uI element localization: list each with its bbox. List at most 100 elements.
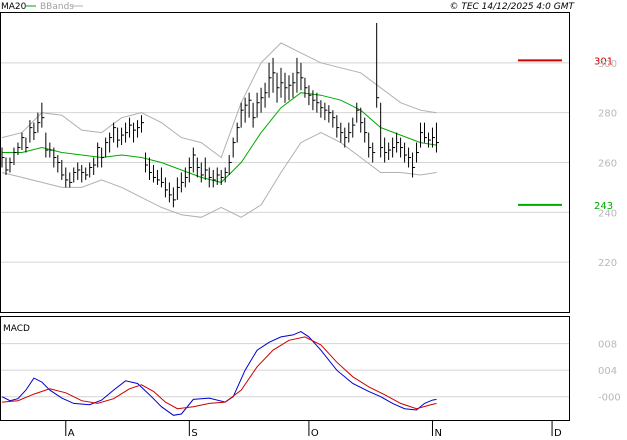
price-bar bbox=[1, 147, 5, 168]
price-bar bbox=[228, 155, 232, 175]
price-bar bbox=[288, 75, 292, 101]
price-bar bbox=[308, 85, 312, 106]
price-bar bbox=[29, 120, 33, 143]
macd-line bbox=[1, 331, 437, 416]
price-bar bbox=[264, 82, 268, 108]
x-tick-label: A bbox=[68, 428, 75, 439]
price-bar bbox=[316, 92, 320, 113]
legend-ma20-label: MA20 bbox=[1, 2, 27, 12]
price-bar bbox=[260, 87, 264, 113]
price-bar bbox=[392, 137, 396, 158]
macd-panel-title: MACD bbox=[3, 324, 30, 334]
price-bar bbox=[121, 127, 125, 146]
price-bar bbox=[53, 147, 57, 168]
price-tick-label: 300 bbox=[598, 59, 617, 70]
price-bar bbox=[424, 122, 428, 143]
price-bar bbox=[5, 157, 9, 175]
price-tick-label: 240 bbox=[598, 208, 617, 219]
price-tick-label: 260 bbox=[598, 159, 617, 170]
macd-gridlines bbox=[1, 343, 569, 398]
price-bar bbox=[85, 167, 89, 180]
x-tick-label: O bbox=[311, 428, 319, 439]
price-bar bbox=[69, 172, 73, 188]
price-bar bbox=[328, 105, 332, 123]
macd-tick-label: 004 bbox=[598, 366, 617, 377]
price-bar bbox=[332, 110, 336, 128]
copyright-text: © TEC 14/12/2025 4:0 GMT bbox=[449, 2, 575, 12]
bb-upper-line bbox=[1, 42, 437, 159]
price-bar bbox=[404, 142, 408, 163]
price-bar bbox=[408, 147, 412, 168]
price-bar bbox=[25, 137, 29, 153]
support-level-label: 243 bbox=[594, 201, 613, 212]
price-bar bbox=[160, 167, 164, 188]
price-bar bbox=[368, 132, 372, 158]
price-bar bbox=[208, 167, 212, 188]
price-bar bbox=[252, 102, 256, 128]
price-bar bbox=[200, 162, 204, 183]
price-bar bbox=[89, 162, 93, 178]
price-bar bbox=[320, 100, 324, 118]
price-bar bbox=[372, 142, 376, 163]
price-bar bbox=[280, 67, 284, 98]
price-bar bbox=[435, 122, 439, 153]
price-bar bbox=[220, 169, 224, 185]
price-bar bbox=[152, 164, 156, 183]
bb-lower-line bbox=[1, 132, 437, 218]
price-bar bbox=[81, 164, 85, 183]
price-bar bbox=[168, 182, 172, 203]
bollinger-bands bbox=[1, 42, 437, 218]
macd-tick-label: -000 bbox=[598, 393, 621, 404]
price-gridlines bbox=[1, 62, 569, 263]
price-bar bbox=[192, 147, 196, 173]
price-bar bbox=[73, 167, 77, 183]
price-bar bbox=[296, 57, 300, 93]
x-tick-label: D bbox=[554, 428, 562, 439]
price-bar bbox=[97, 142, 101, 168]
price-bar bbox=[352, 117, 356, 138]
price-bar bbox=[304, 77, 308, 98]
price-bar bbox=[324, 102, 328, 121]
price-bar bbox=[9, 157, 13, 173]
macd-panel-frame bbox=[0, 316, 570, 421]
price-tick-label: 220 bbox=[598, 258, 617, 269]
price-bar bbox=[57, 155, 61, 173]
price-bar bbox=[204, 157, 208, 180]
price-bar bbox=[248, 92, 252, 118]
price-bar bbox=[420, 122, 424, 148]
price-bar bbox=[17, 142, 21, 156]
price-bar bbox=[61, 160, 65, 180]
signal-line bbox=[1, 336, 437, 410]
price-bar bbox=[376, 22, 380, 108]
price-bar bbox=[129, 117, 133, 138]
price-bar bbox=[77, 162, 81, 180]
price-bar bbox=[125, 122, 129, 143]
price-bar bbox=[184, 167, 188, 188]
price-bar bbox=[216, 167, 220, 185]
price-bar bbox=[232, 137, 236, 158]
price-bar bbox=[21, 132, 25, 151]
price-bar bbox=[188, 157, 192, 183]
price-bar bbox=[141, 115, 145, 133]
price-bar bbox=[236, 122, 240, 143]
x-tick-label: S bbox=[191, 428, 197, 439]
price-bar bbox=[388, 142, 392, 161]
price-bar bbox=[105, 137, 109, 158]
price-bar bbox=[45, 132, 49, 158]
price-bar bbox=[360, 107, 364, 133]
price-bar bbox=[137, 120, 141, 138]
price-bar bbox=[109, 132, 113, 153]
price-bar bbox=[396, 132, 400, 153]
price-bar bbox=[344, 127, 348, 148]
price-bar bbox=[65, 167, 69, 188]
price-bar bbox=[156, 169, 160, 185]
legend-bbands-label: BBands bbox=[40, 2, 74, 12]
price-bar bbox=[13, 147, 17, 165]
price-bar bbox=[384, 137, 388, 163]
price-bar bbox=[180, 172, 184, 193]
price-bar bbox=[41, 102, 45, 128]
price-bar bbox=[276, 72, 280, 103]
price-bar bbox=[412, 152, 416, 178]
